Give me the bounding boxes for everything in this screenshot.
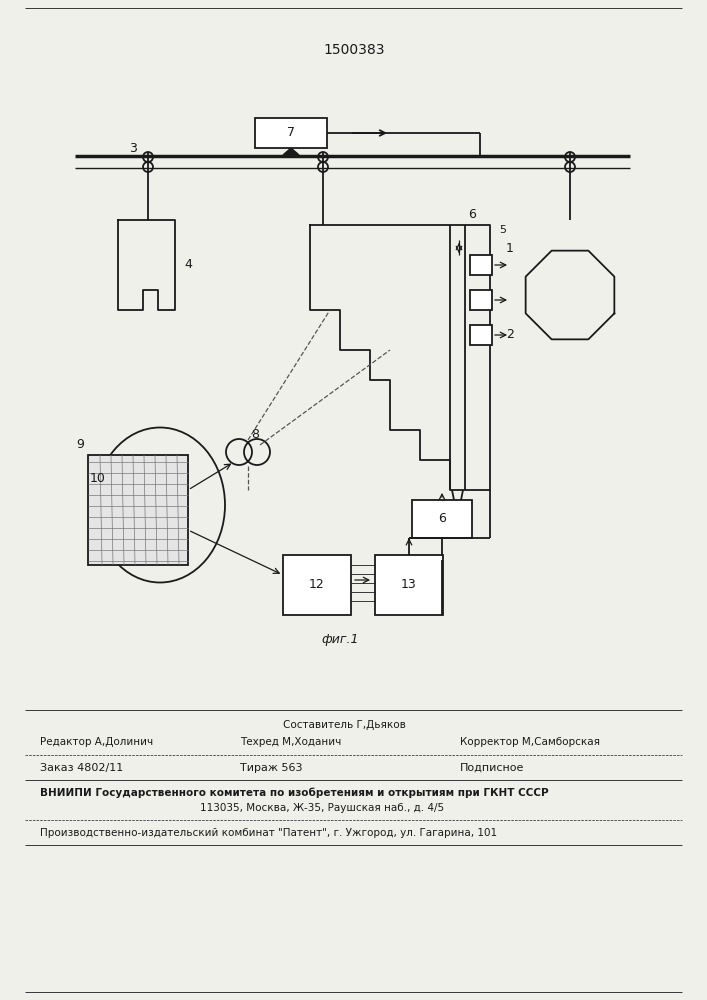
Text: Производственно-издательский комбинат "Патент", г. Ужгород, ул. Гагарина, 101: Производственно-издательский комбинат "П… [40, 828, 497, 838]
Bar [375, 555, 443, 615]
Bar [470, 290, 492, 310]
Text: 6: 6 [468, 209, 476, 222]
Bar [255, 118, 327, 148]
Text: 7: 7 [287, 126, 295, 139]
Text: 113035, Москва, Ж-35, Раушская наб., д. 4/5: 113035, Москва, Ж-35, Раушская наб., д. … [200, 803, 444, 813]
Polygon shape [283, 148, 299, 155]
Text: Редактор А,Долинич: Редактор А,Долинич [40, 737, 153, 747]
Text: Техред М,Ходанич: Техред М,Ходанич [240, 737, 341, 747]
Bar [470, 325, 492, 345]
Bar [283, 555, 351, 615]
Text: 13: 13 [401, 578, 417, 591]
Text: Подписное: Подписное [460, 763, 525, 773]
Bar [412, 500, 472, 538]
Text: 1500383: 1500383 [323, 43, 385, 57]
Text: 12: 12 [309, 578, 325, 591]
Text: 2: 2 [506, 328, 514, 342]
Text: Тираж 563: Тираж 563 [240, 763, 303, 773]
Text: 8: 8 [251, 428, 259, 442]
Text: 10: 10 [90, 472, 106, 485]
Text: 5: 5 [500, 225, 506, 235]
Text: 4: 4 [184, 258, 192, 271]
Text: 1: 1 [506, 241, 514, 254]
Bar [88, 455, 188, 565]
Text: 3: 3 [129, 141, 137, 154]
Bar [470, 255, 492, 275]
Text: Составитель Г,Дьяков: Составитель Г,Дьяков [283, 720, 406, 730]
Text: 9: 9 [76, 438, 84, 452]
Text: ВНИИПИ Государственного комитета по изобретениям и открытиям при ГКНТ СССР: ВНИИПИ Государственного комитета по изоб… [40, 788, 549, 798]
Text: фиг.1: фиг.1 [321, 634, 358, 647]
Text: Корректор М,Самборская: Корректор М,Самборская [460, 737, 600, 747]
Text: 6: 6 [438, 512, 446, 526]
Text: Заказ 4802/11: Заказ 4802/11 [40, 763, 123, 773]
